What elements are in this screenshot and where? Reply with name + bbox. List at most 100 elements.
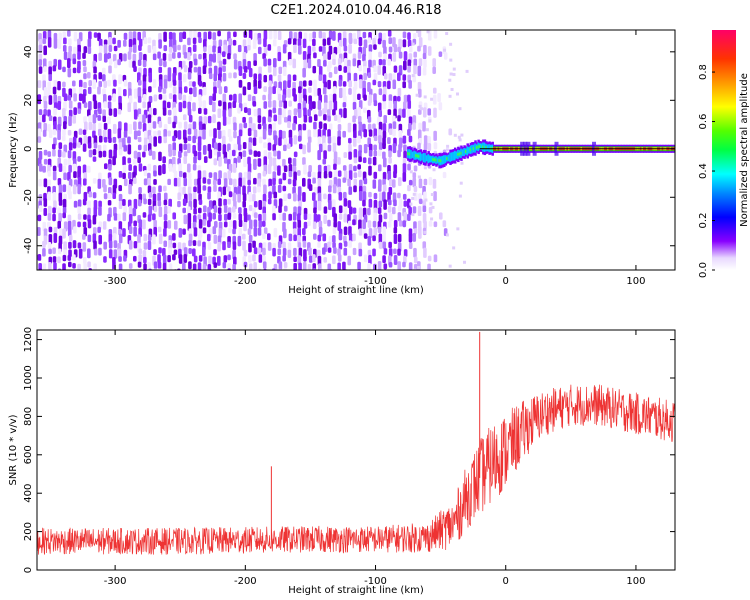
noise-cell	[107, 95, 112, 101]
noise-cell	[47, 241, 52, 250]
noise-cell	[303, 221, 308, 229]
noise-cell	[333, 221, 337, 228]
noise-cell	[333, 163, 337, 170]
noise-cell	[147, 37, 152, 44]
noise-cell	[182, 74, 187, 83]
noise-cell	[422, 241, 427, 250]
noise-cell	[293, 94, 297, 102]
noise-cell	[408, 179, 413, 186]
noise-cell	[362, 157, 367, 164]
noise-cell	[197, 151, 202, 161]
noise-cell	[238, 129, 243, 137]
noise-cell	[318, 66, 323, 76]
noise-cell	[417, 65, 422, 77]
noise-cell	[262, 94, 266, 101]
noise-cell	[58, 32, 62, 41]
noise-cell	[93, 53, 98, 63]
noise-cell	[217, 130, 222, 140]
noise-cell	[167, 116, 172, 125]
noise-cell	[292, 221, 297, 230]
noise-cell	[308, 116, 313, 123]
noise-cell	[157, 254, 161, 263]
noise-cell	[38, 178, 42, 187]
noise-cell	[183, 51, 188, 59]
noise-cell	[348, 88, 352, 95]
snr-x-ticks: -300 -200 -100 0 100	[104, 330, 645, 587]
noise-cell	[417, 205, 422, 217]
noise-cell	[287, 143, 291, 150]
noise-cell	[187, 101, 192, 110]
noise-cell	[382, 226, 387, 236]
noise-cell	[163, 213, 168, 221]
noise-cell	[313, 52, 317, 59]
noise-cell	[218, 100, 222, 107]
noise-cell	[172, 142, 177, 152]
noise-cell	[88, 149, 93, 158]
noise-cell	[183, 271, 187, 277]
noise-cell	[402, 101, 407, 110]
noise-cell	[173, 44, 177, 53]
x-tick-label: -300	[104, 576, 127, 587]
noise-cell	[187, 72, 192, 80]
noise-cell	[378, 51, 382, 58]
noise-cell	[178, 121, 182, 129]
noise-cell	[312, 31, 317, 39]
noise-cell	[74, 269, 77, 270]
noise-cell	[455, 92, 459, 96]
noise-cell	[323, 114, 327, 121]
noise-cell	[307, 263, 312, 270]
noise-cell	[428, 177, 433, 186]
noise-cell	[303, 32, 308, 40]
noise-cell	[133, 65, 137, 73]
noise-cell	[404, 269, 407, 270]
noise-cell	[243, 107, 248, 113]
noise-cell	[411, 42, 415, 46]
noise-cell	[78, 86, 83, 96]
noise-cell	[102, 74, 106, 82]
noise-cell	[358, 219, 362, 230]
noise-cell	[162, 163, 166, 175]
y-tick-label: 600	[23, 445, 34, 464]
noise-cell	[72, 80, 76, 87]
noise-cell	[283, 165, 288, 173]
noise-cell	[47, 213, 52, 221]
noise-cell	[353, 157, 358, 164]
noise-cell	[218, 198, 222, 207]
noise-cell	[197, 177, 201, 186]
noise-cell	[332, 142, 337, 153]
noise-cell	[297, 213, 301, 222]
noise-cell	[113, 143, 118, 151]
noise-cell	[52, 143, 56, 150]
noise-cell	[48, 248, 52, 255]
noise-cell	[228, 227, 232, 233]
noise-cell	[312, 254, 316, 263]
noise-cell	[73, 130, 78, 139]
noise-cell	[277, 248, 282, 256]
noise-cell	[88, 100, 92, 111]
noise-cell	[282, 247, 287, 256]
noise-cell	[278, 213, 283, 221]
noise-cell	[307, 136, 312, 143]
noise-cell	[172, 86, 177, 94]
noise-cell	[77, 156, 81, 162]
noise-cell	[128, 123, 133, 135]
noise-cell	[133, 220, 137, 227]
noise-cell	[367, 157, 372, 165]
noise-cell	[107, 116, 111, 125]
noise-cell	[117, 59, 121, 66]
noise-cell	[92, 227, 97, 235]
noise-cell	[297, 255, 302, 266]
noise-cell	[103, 44, 108, 54]
noise-cell	[42, 30, 47, 40]
noise-cell	[347, 59, 351, 68]
noise-cell	[217, 178, 222, 186]
y-tick-label: 40	[23, 45, 34, 58]
noise-cell	[182, 100, 187, 109]
noise-cell	[232, 39, 237, 46]
noise-cell	[322, 142, 327, 153]
noise-cell	[298, 93, 303, 103]
noise-cell	[223, 178, 228, 188]
noise-cell	[183, 254, 188, 263]
noise-cell	[262, 247, 266, 256]
noise-cell	[188, 30, 193, 40]
